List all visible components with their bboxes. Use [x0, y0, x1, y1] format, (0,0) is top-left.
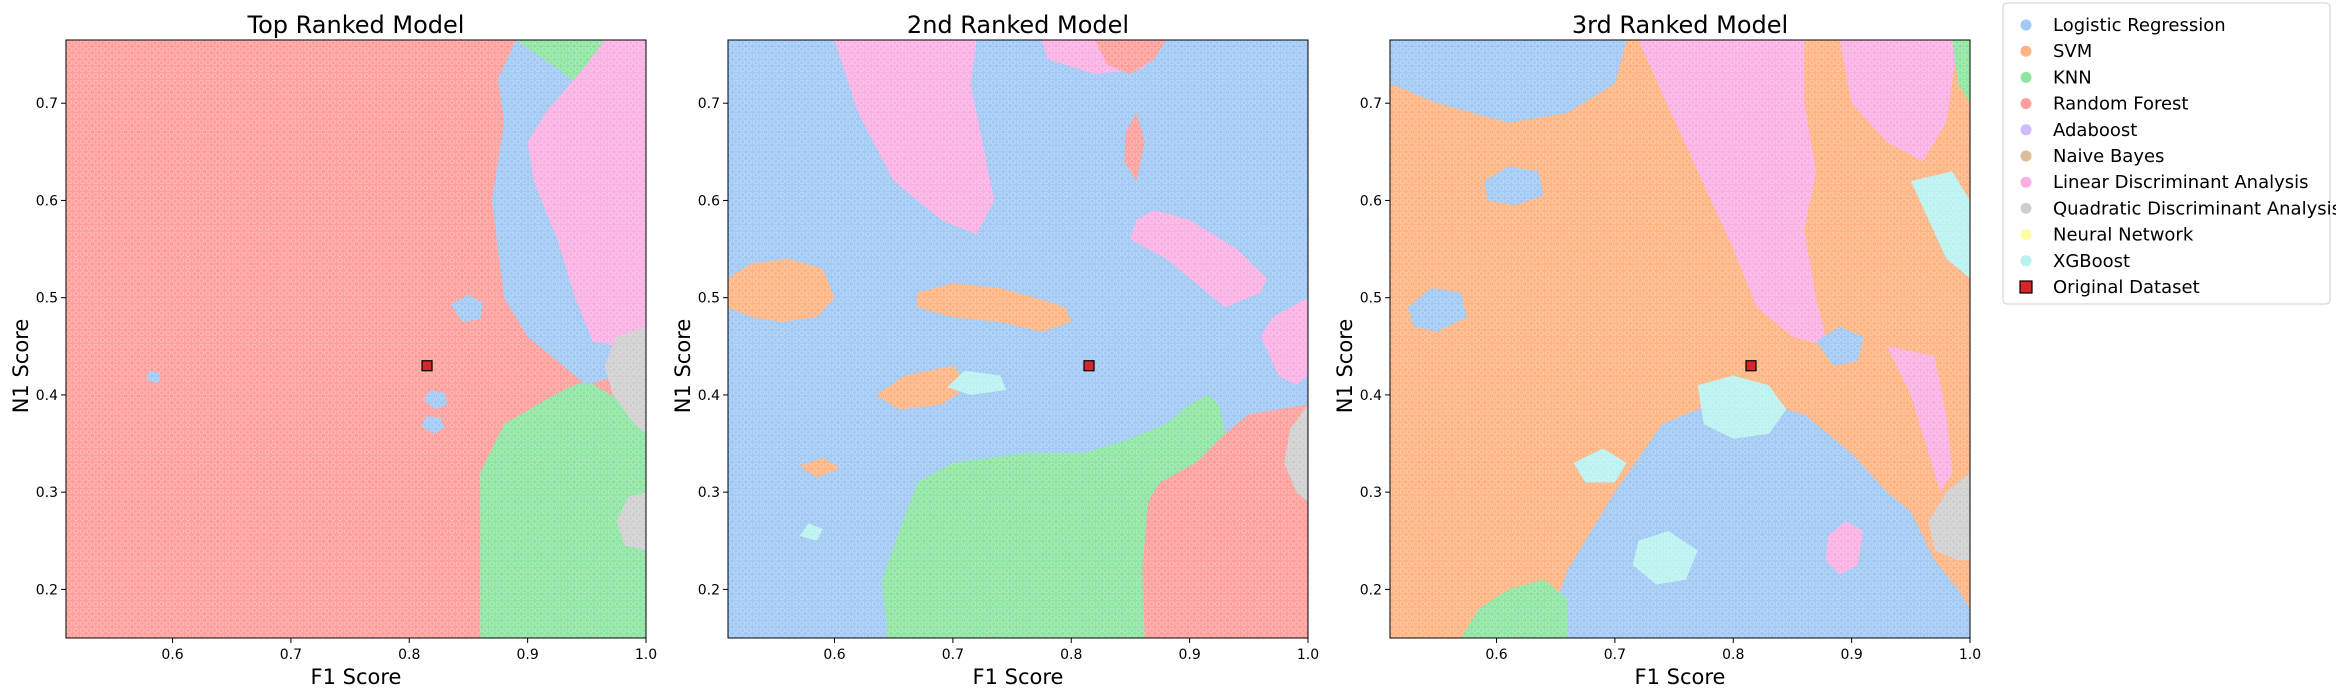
- plot-area: [66, 40, 646, 638]
- grid-texture: [728, 40, 1308, 638]
- y-tick-label: 0.6: [36, 193, 58, 209]
- x-tick-label: 0.8: [1060, 647, 1082, 663]
- legend-item-svm: SVM: [2020, 41, 2092, 62]
- legend-label: Random Forest: [2053, 94, 2188, 115]
- legend-item-quadratic-discriminant-analysis: Quadratic Discriminant Analysis: [2020, 198, 2336, 219]
- legend-marker: [2020, 71, 2032, 83]
- legend-marker: [2020, 150, 2032, 162]
- y-tick-label: 0.5: [36, 291, 58, 307]
- y-tick-label: 0.5: [1360, 291, 1382, 307]
- legend-item-neural-network: Neural Network: [2020, 225, 2194, 246]
- x-tick-label: 0.9: [516, 647, 538, 663]
- x-tick-label: 1.0: [1297, 647, 1319, 663]
- grid-texture: [66, 40, 646, 638]
- legend-marker: [2020, 45, 2032, 57]
- legend-item-random-forest: Random Forest: [2020, 94, 2188, 115]
- panel-2nd-ranked-model: 2nd Ranked Model F1 Score N1 Score 0.6 0.…: [671, 11, 1319, 689]
- x-tick-label: 1.0: [1959, 647, 1981, 663]
- y-tick-label: 0.3: [1360, 485, 1382, 501]
- legend-marker: [2020, 19, 2032, 31]
- plot-area: [1390, 40, 1970, 638]
- x-tick-label: 0.7: [942, 647, 964, 663]
- legend-item-logistic-regression: Logistic Regression: [2020, 15, 2226, 36]
- legend-label: SVM: [2053, 41, 2092, 62]
- legend-marker: [2020, 229, 2032, 241]
- y-tick-label: 0.4: [698, 388, 720, 404]
- legend-marker: [2020, 176, 2032, 188]
- axes-frame: [727, 39, 1309, 639]
- x-tick-label: 0.6: [823, 647, 845, 663]
- y-tick-label: 0.5: [698, 291, 720, 307]
- x-axis-title: F1 Score: [973, 665, 1064, 689]
- y-tick-label: 0.7: [698, 96, 720, 112]
- x-tick-label: 0.7: [280, 647, 302, 663]
- y-tick-label: 0.2: [698, 582, 720, 598]
- y-tick-label: 0.4: [36, 388, 58, 404]
- x-axis-title: F1 Score: [1635, 665, 1726, 689]
- legend-marker: [2020, 98, 2032, 110]
- y-tick-label: 0.3: [36, 485, 58, 501]
- y-tick-label: 0.2: [36, 582, 58, 598]
- panel-top-ranked-model: Top Ranked Model F1 Score N1 Score 0.6 0.…: [9, 11, 657, 689]
- y-tick-label: 0.7: [1360, 96, 1382, 112]
- legend-item-knn: KNN: [2020, 67, 2092, 88]
- x-tick-label: 0.8: [398, 647, 420, 663]
- legend-label: Linear Discriminant Analysis: [2053, 172, 2309, 193]
- legend-frame: [2002, 2, 2331, 305]
- x-tick-label: 0.8: [1722, 647, 1744, 663]
- chart-title: 2nd Ranked Model: [907, 11, 1129, 39]
- legend-marker: [2020, 255, 2032, 267]
- legend-marker: [2020, 124, 2032, 136]
- legend-label: Adaboost: [2053, 120, 2137, 141]
- original-dataset-marker: [1745, 360, 1757, 372]
- plot-area: [728, 40, 1308, 638]
- y-tick-label: 0.3: [698, 485, 720, 501]
- legend-item-adaboost: Adaboost: [2020, 120, 2137, 141]
- legend-item-xgboost: XGBoost: [2020, 251, 2130, 272]
- x-tick-label: 0.9: [1178, 647, 1200, 663]
- x-tick-label: 0.7: [1604, 647, 1626, 663]
- x-tick-label: 0.9: [1840, 647, 1862, 663]
- y-axis-title: N1 Score: [671, 319, 695, 414]
- original-dataset-marker: [1083, 360, 1095, 372]
- legend-label: XGBoost: [2053, 251, 2130, 272]
- chart-title: 3rd Ranked Model: [1572, 11, 1788, 39]
- grid-texture: [1390, 40, 1970, 638]
- legend-marker: [2019, 280, 2033, 294]
- legend-label: Neural Network: [2053, 225, 2194, 246]
- y-axis-title: N1 Score: [1333, 319, 1357, 414]
- y-tick-label: 0.6: [1360, 193, 1382, 209]
- y-tick-label: 0.6: [698, 193, 720, 209]
- y-axis-title: N1 Score: [9, 319, 33, 414]
- legend-label: Logistic Regression: [2053, 15, 2226, 36]
- legend-marker: [2020, 202, 2032, 214]
- legend: Logistic Regression SVM KNN Random Forest Ad…: [2002, 2, 2336, 305]
- legend-item-linear-discriminant-analysis: Linear Discriminant Analysis: [2020, 172, 2309, 193]
- axes-frame: [1389, 39, 1971, 639]
- x-tick-label: 0.6: [1485, 647, 1507, 663]
- y-tick-label: 0.2: [1360, 582, 1382, 598]
- x-axis-title: F1 Score: [311, 665, 402, 689]
- x-tick-label: 0.6: [161, 647, 183, 663]
- panel-3rd-ranked-model: 3rd Ranked Model F1 Score N1 Score 0.6 0.…: [1333, 11, 1981, 689]
- y-tick-label: 0.4: [1360, 388, 1382, 404]
- chart-title: Top Ranked Model: [247, 11, 465, 39]
- legend-item-original-dataset: Original Dataset: [2019, 277, 2200, 298]
- original-dataset-marker: [421, 360, 433, 372]
- legend-label: Original Dataset: [2053, 277, 2200, 298]
- y-tick-label: 0.7: [36, 96, 58, 112]
- legend-label: Naive Bayes: [2053, 146, 2164, 167]
- axes-frame: [65, 39, 647, 639]
- legend-label: KNN: [2053, 67, 2092, 88]
- x-tick-label: 1.0: [635, 647, 657, 663]
- legend-item-naive-bayes: Naive Bayes: [2020, 146, 2164, 167]
- legend-label: Quadratic Discriminant Analysis: [2053, 198, 2336, 219]
